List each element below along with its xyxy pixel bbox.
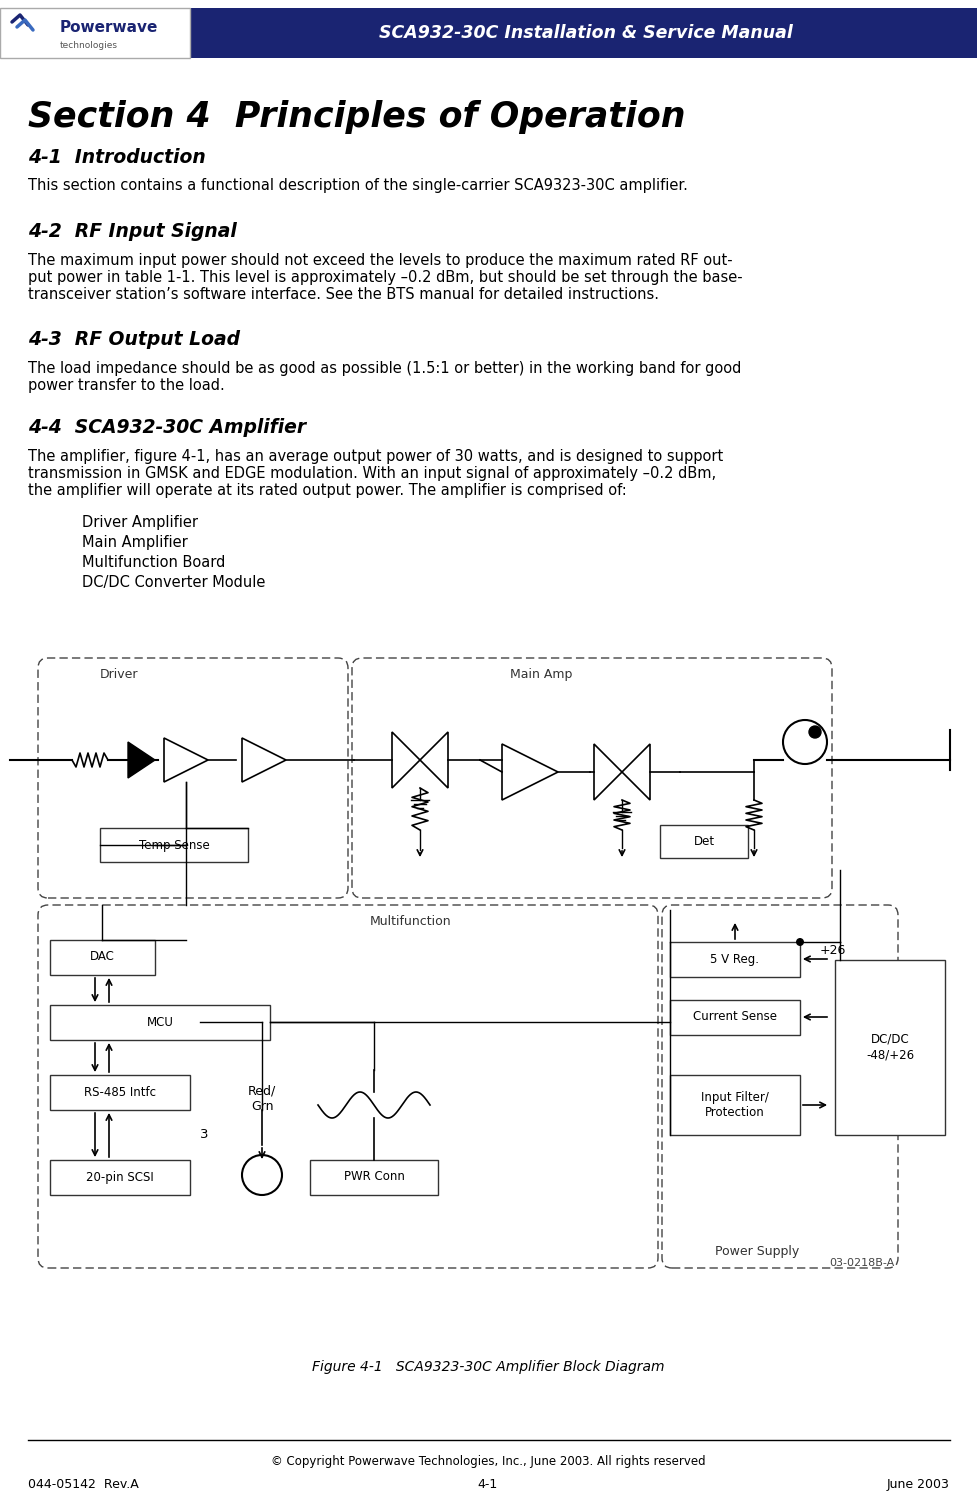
FancyBboxPatch shape: [310, 1160, 438, 1196]
Text: power transfer to the load.: power transfer to the load.: [28, 378, 225, 393]
Text: 044-05142  Rev.A: 044-05142 Rev.A: [28, 1478, 139, 1491]
Polygon shape: [128, 742, 155, 778]
Text: The amplifier, figure 4-1, has an average output power of 30 watts, and is desig: The amplifier, figure 4-1, has an averag…: [28, 448, 723, 464]
FancyBboxPatch shape: [50, 1076, 190, 1110]
Text: Red/
Grn: Red/ Grn: [248, 1084, 276, 1113]
Text: Power Supply: Power Supply: [715, 1245, 799, 1258]
Text: PWR Conn: PWR Conn: [344, 1170, 404, 1184]
Text: Figure 4-1   SCA9323-30C Amplifier Block Diagram: Figure 4-1 SCA9323-30C Amplifier Block D…: [312, 1360, 664, 1374]
Text: Current Sense: Current Sense: [693, 1011, 777, 1023]
Text: 4-3  RF Output Load: 4-3 RF Output Load: [28, 330, 240, 350]
Text: 03-0218B-A: 03-0218B-A: [829, 1258, 895, 1268]
Text: Section 4  Principles of Operation: Section 4 Principles of Operation: [28, 100, 686, 134]
FancyBboxPatch shape: [670, 1000, 800, 1035]
FancyBboxPatch shape: [0, 8, 190, 59]
FancyBboxPatch shape: [100, 828, 248, 862]
Text: RS-485 Intfc: RS-485 Intfc: [84, 1086, 156, 1098]
FancyBboxPatch shape: [50, 940, 155, 975]
Text: Driver Amplifier: Driver Amplifier: [82, 514, 198, 529]
Text: Multifunction Board: Multifunction Board: [82, 555, 226, 570]
FancyBboxPatch shape: [50, 1005, 270, 1040]
Text: transceiver station’s software interface. See the BTS manual for detailed instru: transceiver station’s software interface…: [28, 286, 659, 302]
Text: The load impedance should be as good as possible (1.5:1 or better) in the workin: The load impedance should be as good as …: [28, 362, 742, 376]
FancyBboxPatch shape: [50, 1160, 190, 1196]
FancyBboxPatch shape: [835, 960, 945, 1136]
Text: DC/DC Converter Module: DC/DC Converter Module: [82, 574, 266, 590]
FancyBboxPatch shape: [670, 942, 800, 976]
FancyBboxPatch shape: [670, 1076, 800, 1136]
Text: Driver: Driver: [100, 668, 139, 681]
Text: put power in table 1-1. This level is approximately –0.2 dBm, but should be set : put power in table 1-1. This level is ap…: [28, 270, 743, 285]
Text: Det: Det: [694, 836, 714, 848]
Text: Temp Sense: Temp Sense: [139, 839, 209, 852]
Circle shape: [809, 726, 821, 738]
Text: Input Filter/
Protection: Input Filter/ Protection: [701, 1090, 769, 1119]
Text: DAC: DAC: [90, 951, 114, 963]
Text: June 2003: June 2003: [887, 1478, 950, 1491]
Text: the amplifier will operate at its rated output power. The amplifier is comprised: the amplifier will operate at its rated …: [28, 483, 627, 498]
Text: 4-1  Introduction: 4-1 Introduction: [28, 148, 206, 166]
Text: Powerwave: Powerwave: [60, 21, 158, 36]
Text: SCA932-30C Installation & Service Manual: SCA932-30C Installation & Service Manual: [379, 24, 793, 42]
Text: 4-1: 4-1: [478, 1478, 498, 1491]
Text: 4-2  RF Input Signal: 4-2 RF Input Signal: [28, 222, 236, 242]
Text: +26: +26: [820, 944, 846, 957]
Text: transmission in GMSK and EDGE modulation. With an input signal of approximately : transmission in GMSK and EDGE modulation…: [28, 466, 716, 482]
Text: DC/DC
-48/+26: DC/DC -48/+26: [866, 1034, 914, 1060]
Text: Main Amp: Main Amp: [510, 668, 573, 681]
FancyBboxPatch shape: [660, 825, 748, 858]
FancyBboxPatch shape: [190, 8, 977, 59]
Text: 4-4  SCA932-30C Amplifier: 4-4 SCA932-30C Amplifier: [28, 419, 306, 436]
Text: MCU: MCU: [147, 1016, 174, 1029]
Text: © Copyright Powerwave Technologies, Inc., June 2003. All rights reserved: © Copyright Powerwave Technologies, Inc.…: [271, 1455, 705, 1468]
Text: Main Amplifier: Main Amplifier: [82, 536, 188, 550]
Text: 5 V Reg.: 5 V Reg.: [710, 952, 759, 966]
Text: Multifunction: Multifunction: [370, 915, 451, 928]
Text: This section contains a functional description of the single-carrier SCA9323-30C: This section contains a functional descr…: [28, 178, 688, 194]
Text: technologies: technologies: [60, 42, 118, 51]
Text: 3: 3: [200, 1128, 208, 1142]
Text: 20-pin SCSI: 20-pin SCSI: [86, 1170, 153, 1184]
Circle shape: [796, 938, 804, 946]
Text: The maximum input power should not exceed the levels to produce the maximum rate: The maximum input power should not excee…: [28, 254, 733, 268]
